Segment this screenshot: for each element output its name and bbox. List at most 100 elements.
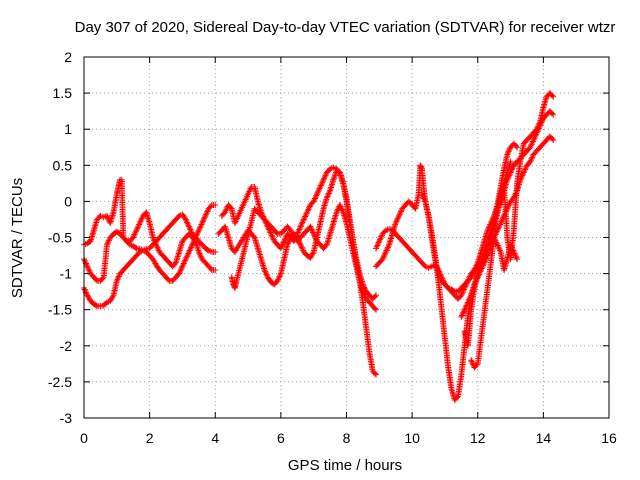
- data-point: [134, 225, 141, 232]
- data-point: [382, 248, 389, 255]
- x-tick-label: 0: [80, 430, 88, 446]
- data-point: [178, 266, 185, 273]
- data-point: [264, 272, 271, 279]
- data-point: [378, 233, 385, 240]
- data-point: [323, 194, 330, 201]
- data-point: [436, 273, 443, 280]
- data-point: [270, 235, 276, 242]
- series-track-c: [81, 209, 219, 284]
- data-point: [132, 244, 139, 251]
- data-point: [512, 251, 519, 258]
- data-point: [530, 137, 537, 144]
- data-point: [502, 209, 509, 216]
- data-point: [274, 277, 281, 284]
- data-point: [114, 276, 121, 283]
- data-point: [518, 175, 525, 182]
- data-point: [197, 222, 204, 229]
- data-point: [137, 218, 144, 225]
- data-point: [382, 250, 389, 257]
- data-point: [464, 299, 471, 306]
- data-point: [550, 137, 557, 144]
- data-point: [435, 270, 442, 277]
- data-point: [504, 150, 511, 157]
- data-point: [312, 233, 318, 240]
- data-point: [183, 254, 190, 261]
- data-point: [510, 248, 517, 255]
- data-point: [298, 244, 305, 251]
- data-point: [193, 231, 200, 238]
- data-point: [207, 203, 214, 210]
- data-point: [153, 243, 160, 250]
- data-point: [480, 259, 486, 266]
- data-point: [267, 229, 274, 236]
- data-point: [299, 246, 306, 253]
- data-point: [297, 241, 304, 248]
- data-point: [312, 235, 319, 242]
- data-point: [185, 222, 192, 229]
- data-point: [514, 144, 521, 151]
- data-point: [99, 275, 106, 282]
- data-point: [475, 269, 482, 276]
- data-point: [376, 236, 383, 243]
- data-point: [165, 276, 172, 283]
- data-point: [82, 259, 89, 266]
- data-point: [103, 212, 110, 219]
- data-point: [313, 191, 320, 198]
- data-point: [507, 241, 514, 248]
- data-point: [484, 227, 491, 234]
- data-point: [130, 233, 137, 240]
- data-point: [483, 250, 490, 257]
- data-point: [360, 290, 367, 297]
- data-point: [195, 248, 202, 255]
- data-point: [325, 190, 332, 197]
- data-point: [437, 274, 444, 281]
- data-point: [418, 164, 425, 171]
- data-point: [186, 223, 192, 230]
- data-point: [376, 238, 383, 245]
- data-point: [395, 214, 402, 221]
- data-point: [338, 206, 345, 213]
- data-point: [138, 217, 145, 224]
- data-point: [512, 190, 519, 197]
- data-point: [501, 211, 508, 218]
- data-point: [155, 246, 162, 253]
- data-point: [373, 292, 380, 299]
- data-point: [298, 243, 305, 250]
- x-tick-label: 16: [601, 430, 617, 446]
- data-point: [512, 191, 519, 198]
- data-point: [186, 248, 192, 255]
- data-point: [204, 246, 211, 253]
- x-axis-title: GPS time / hours: [288, 457, 402, 474]
- data-point: [178, 264, 185, 271]
- data-point: [533, 126, 540, 133]
- data-point: [269, 233, 276, 240]
- data-point: [281, 236, 288, 243]
- data-point: [508, 168, 515, 175]
- data-point: [176, 270, 183, 277]
- data-point: [385, 243, 392, 250]
- data-point: [501, 212, 507, 219]
- data-point: [494, 227, 501, 234]
- data-point: [461, 285, 468, 292]
- data-point: [81, 286, 88, 293]
- data-point: [504, 151, 511, 158]
- data-point: [495, 225, 502, 232]
- data-point: [275, 274, 282, 281]
- data-point: [465, 298, 472, 305]
- x-tick-label: 4: [211, 430, 219, 446]
- chart-title: Day 307 of 2020, Sidereal Day-to-day VTE…: [75, 19, 616, 36]
- data-point: [304, 207, 311, 214]
- data-point: [529, 139, 536, 146]
- data-point: [383, 247, 390, 254]
- y-tick-label: -2.5: [48, 374, 72, 390]
- series-track-j: [461, 90, 557, 349]
- data-point: [474, 270, 481, 277]
- x-tick-label: 10: [404, 430, 420, 446]
- data-point: [517, 176, 524, 183]
- data-point: [130, 234, 137, 241]
- data-points: [81, 90, 557, 403]
- data-point: [176, 269, 183, 276]
- data-point: [131, 231, 138, 238]
- series-track-l: [468, 234, 521, 371]
- data-point: [521, 168, 528, 175]
